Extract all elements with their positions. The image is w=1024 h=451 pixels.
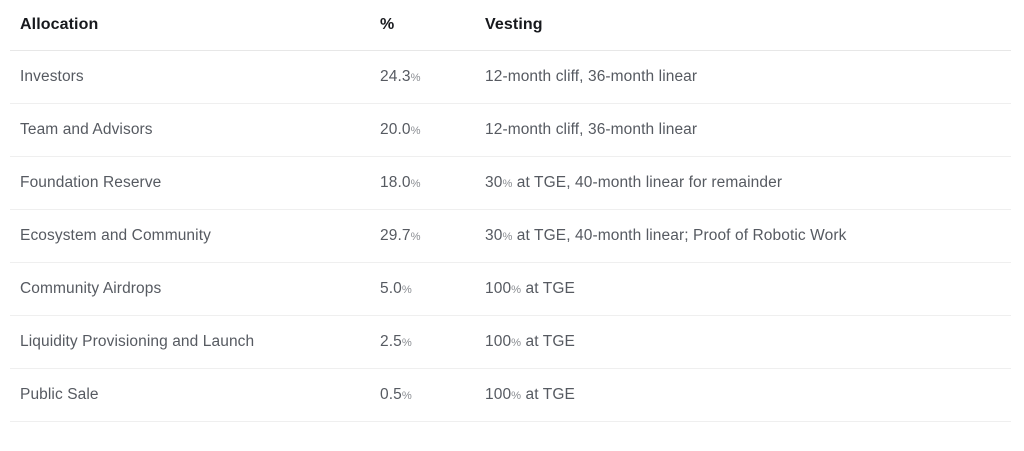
percent-cell: 5.0% — [380, 280, 412, 297]
allocation-cell: Team and Advisors — [20, 121, 153, 138]
allocation-cell: Foundation Reserve — [20, 174, 162, 191]
percent-cell: 29.7% — [380, 227, 421, 244]
allocation-cell: Liquidity Provisioning and Launch — [20, 333, 255, 350]
vesting-cell: 100% at TGE — [485, 333, 575, 350]
percent-cell: 18.0% — [380, 174, 421, 191]
vesting-cell: 12-month cliff, 36-month linear — [485, 68, 698, 85]
column-header-vesting: Vesting — [485, 16, 543, 33]
table-row: Public Sale 0.5% 100% at TGE — [10, 369, 1011, 422]
percent-cell: 20.0% — [380, 121, 421, 138]
vesting-cell: 30% at TGE, 40-month linear for remainde… — [485, 174, 783, 191]
table-row: Investors 24.3% 12-month cliff, 36-month… — [10, 51, 1011, 104]
vesting-cell: 100% at TGE — [485, 280, 575, 297]
table-row: Foundation Reserve 18.0% 30% at TGE, 40-… — [10, 157, 1011, 210]
percent-cell: 24.3% — [380, 68, 421, 85]
table-row: Team and Advisors 20.0% 12-month cliff, … — [10, 104, 1011, 157]
table-row: Community Airdrops 5.0% 100% at TGE — [10, 263, 1011, 316]
allocation-cell: Community Airdrops — [20, 280, 162, 297]
percent-cell: 2.5% — [380, 333, 412, 350]
table-row: Liquidity Provisioning and Launch 2.5% 1… — [10, 316, 1011, 369]
allocation-table: Allocation % Vesting Investors 24.3% 12-… — [10, 0, 1011, 422]
allocation-cell: Ecosystem and Community — [20, 227, 211, 244]
table-row: Ecosystem and Community 29.7% 30% at TGE… — [10, 210, 1011, 263]
allocation-cell: Public Sale — [20, 386, 99, 403]
column-header-allocation: Allocation — [20, 16, 99, 33]
vesting-cell: 12-month cliff, 36-month linear — [485, 121, 698, 138]
vesting-cell: 100% at TGE — [485, 386, 575, 403]
allocation-cell: Investors — [20, 68, 84, 85]
vesting-cell: 30% at TGE, 40-month linear; Proof of Ro… — [485, 227, 847, 244]
table-header-row: Allocation % Vesting — [10, 0, 1011, 51]
percent-cell: 0.5% — [380, 386, 412, 403]
column-header-percent: % — [380, 16, 395, 33]
